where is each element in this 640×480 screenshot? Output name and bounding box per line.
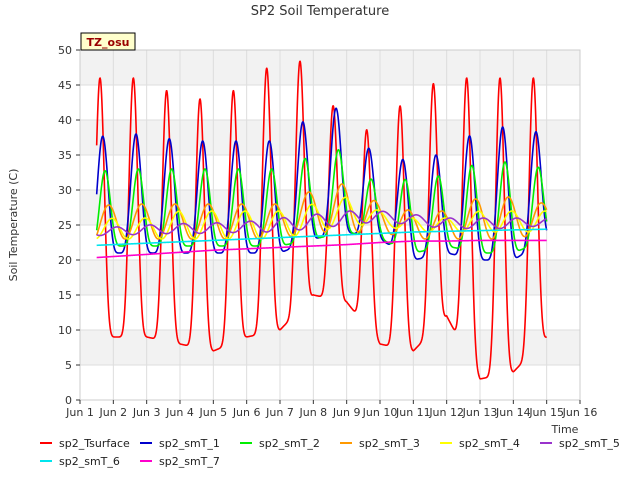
legend-label: sp2_smT_2 [259, 437, 320, 450]
series-line-sp2-smT-3 [95, 183, 548, 240]
legend-label: sp2_Tsurface [59, 437, 130, 450]
series-lines [95, 60, 548, 380]
x-tick-label: Jun 4 [165, 406, 194, 419]
x-tick-label: Jun 12 [428, 406, 464, 419]
x-tick-label: Jun 11 [395, 406, 431, 419]
y-tick-label: 20 [58, 254, 72, 267]
legend-item-sp2-smT-7: sp2_smT_7 [140, 455, 220, 468]
legend: sp2_Tsurface sp2_smT_1 sp2_smT_2 sp2_smT_3 s… [40, 437, 620, 468]
plot-band [80, 50, 580, 85]
legend-label: sp2_smT_4 [459, 437, 520, 450]
legend-label: sp2_smT_1 [159, 437, 220, 450]
y-tick-label: 35 [58, 149, 72, 162]
y-tick-label: 15 [58, 289, 72, 302]
x-tick-label: Jun 5 [198, 406, 227, 419]
x-axis-ticks: Jun 1 Jun 2 Jun 3 Jun 4 Jun 5 Jun 6 Jun 7 Jun 8… [65, 400, 597, 419]
x-tick-label: Jun 13 [462, 406, 498, 419]
legend-label: sp2_smT_6 [59, 455, 120, 468]
legend-label: sp2_smT_5 [559, 437, 620, 450]
legend-item-sp2-smT-1: sp2_smT_1 [140, 437, 220, 450]
y-tick-label: 10 [58, 324, 72, 337]
x-tick-label: Jun 14 [495, 406, 531, 419]
x-tick-label: Jun 15 [528, 406, 564, 419]
timezone-badge-text: TZ_osu [87, 36, 130, 49]
series-line-sp2-smT-7 [96, 239, 548, 259]
legend-label: sp2_smT_3 [359, 437, 420, 450]
plot-band [80, 330, 580, 365]
series-line-sp2-smT-2 [95, 148, 548, 254]
timezone-badge: TZ_osu [80, 32, 136, 51]
legend-item-sp2-smT-3: sp2_smT_3 [340, 437, 420, 450]
series-line-sp2-smT-5 [96, 210, 548, 237]
x-tick-label: Jun 8 [298, 406, 327, 419]
legend-item-sp2-smT-5: sp2_smT_5 [540, 437, 620, 450]
legend-item-sp2-Tsurface: sp2_Tsurface [40, 437, 130, 450]
x-tick-label: Jun 6 [232, 406, 261, 419]
y-tick-label: 5 [65, 359, 72, 372]
x-tick-label: Jun 2 [98, 406, 127, 419]
y-axis-ticks: 0 5 10 15 20 25 30 35 40 45 50 [58, 44, 80, 407]
x-tick-label: Jun 3 [132, 406, 161, 419]
y-tick-label: 25 [58, 219, 72, 232]
x-tick-label: Jun 10 [362, 406, 398, 419]
y-tick-label: 45 [58, 79, 72, 92]
legend-item-sp2-smT-2: sp2_smT_2 [240, 437, 320, 450]
chart-title: SP2 Soil Temperature [251, 4, 389, 19]
x-tick-label: Jun 9 [332, 406, 361, 419]
x-axis-label: Time [551, 423, 579, 436]
series-line-sp2-smT-6 [96, 228, 548, 247]
y-tick-label: 50 [58, 44, 72, 57]
legend-item-sp2-smT-6: sp2_smT_6 [40, 455, 120, 468]
y-tick-label: 30 [58, 184, 72, 197]
legend-item-sp2-smT-4: sp2_smT_4 [440, 437, 520, 450]
timezone-badge-box [80, 32, 136, 51]
x-tick-label: Jun 7 [265, 406, 294, 419]
x-tick-label: Jun 1 [65, 406, 94, 419]
y-tick-label: 40 [58, 114, 72, 127]
legend-label: sp2_smT_7 [159, 455, 220, 468]
series-line-sp2-smT-4 [96, 196, 548, 240]
x-tick-label: Jun 16 [562, 406, 598, 419]
y-tick-label: 0 [65, 394, 72, 407]
y-axis-label: Soil Temperature (C) [7, 169, 20, 282]
plot-band [80, 260, 580, 295]
